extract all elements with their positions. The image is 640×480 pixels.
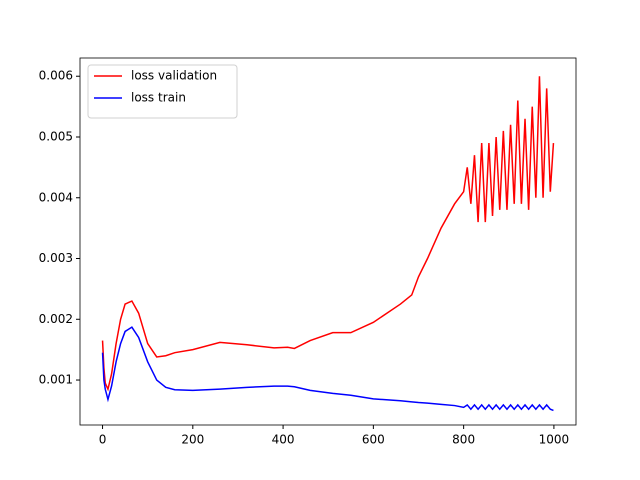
x-tick-label: 800 <box>452 433 475 447</box>
legend-label: loss train <box>131 91 186 105</box>
x-tick-label: 600 <box>362 433 385 447</box>
y-tick-label: 0.002 <box>39 312 73 326</box>
x-tick-label: 200 <box>181 433 204 447</box>
legend-box <box>87 64 238 119</box>
axes-frame <box>79 57 577 426</box>
y-tick-label: 0.004 <box>39 190 73 204</box>
series-line <box>101 326 554 412</box>
y-tick-label: 0.001 <box>39 373 73 387</box>
x-tick-label: 0 <box>99 433 107 447</box>
y-tick-label: 0.005 <box>39 129 73 143</box>
y-tick-label: 0.003 <box>39 251 73 265</box>
x-tick-label: 1000 <box>539 433 570 447</box>
legend-label: loss validation <box>131 69 217 83</box>
y-tick-label: 0.006 <box>39 69 73 83</box>
series-line <box>101 76 555 392</box>
x-tick-label: 400 <box>272 433 295 447</box>
